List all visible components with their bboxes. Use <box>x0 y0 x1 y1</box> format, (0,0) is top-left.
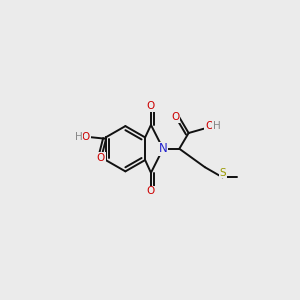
Text: O: O <box>82 132 90 142</box>
Text: H: H <box>74 132 82 142</box>
Text: N: N <box>159 142 167 155</box>
Text: O: O <box>171 112 179 122</box>
Text: H: H <box>213 121 220 131</box>
Text: O: O <box>147 187 155 196</box>
Text: O: O <box>97 153 105 163</box>
Text: O: O <box>205 121 213 131</box>
Text: O: O <box>147 101 155 112</box>
Text: S: S <box>219 168 226 178</box>
